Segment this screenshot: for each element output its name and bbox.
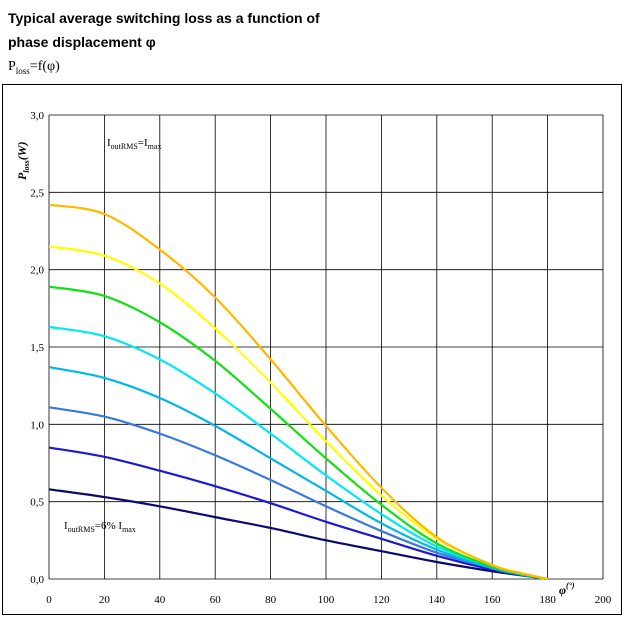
x-tick-label: 80 [265,594,277,606]
y-axis-label: Ploss(W) [15,142,31,180]
x-tick-label: 200 [595,594,612,606]
annotation-max-current: IoutRMS=Imax [107,137,161,151]
y-tick-label: 0,5 [30,497,44,509]
x-tick-label: 180 [539,594,556,606]
series-line [48,285,548,581]
title-line-2: phase displacement φ [8,34,156,50]
formula-sub: loss [15,65,30,76]
x-axis-label: φ(°) [559,581,575,597]
x-tick-label: 0 [46,594,52,606]
y-tick-label: 1,5 [30,342,44,354]
x-tick-label: 60 [210,594,222,606]
x-tick-label: 100 [318,594,335,606]
y-tick-label: 2,5 [30,187,44,199]
series-line [48,325,548,581]
series-line [48,366,548,581]
chart-frame [2,84,622,615]
title-line-1: Typical average switching loss as a func… [8,10,320,26]
chart-title: Typical average switching loss as a func… [8,6,320,54]
y-tick-label: 3,0 [30,110,44,122]
annotation-min-current: IoutRMS=6% Imax [64,520,136,534]
x-tick-label: 40 [154,594,166,606]
y-tick-label: 2,0 [30,265,44,277]
y-tick-label: 1,0 [30,419,44,431]
formula-rest: =f(φ) [29,59,60,74]
x-tick-label: 160 [484,594,501,606]
y-tick-label: 0,0 [30,574,44,586]
series-line [48,203,548,581]
formula-label: Ploss=f(φ) [8,59,60,76]
x-tick-label: 20 [99,594,111,606]
formula-main: P [8,59,16,74]
x-tick-label: 120 [373,594,390,606]
x-tick-label: 140 [429,594,446,606]
